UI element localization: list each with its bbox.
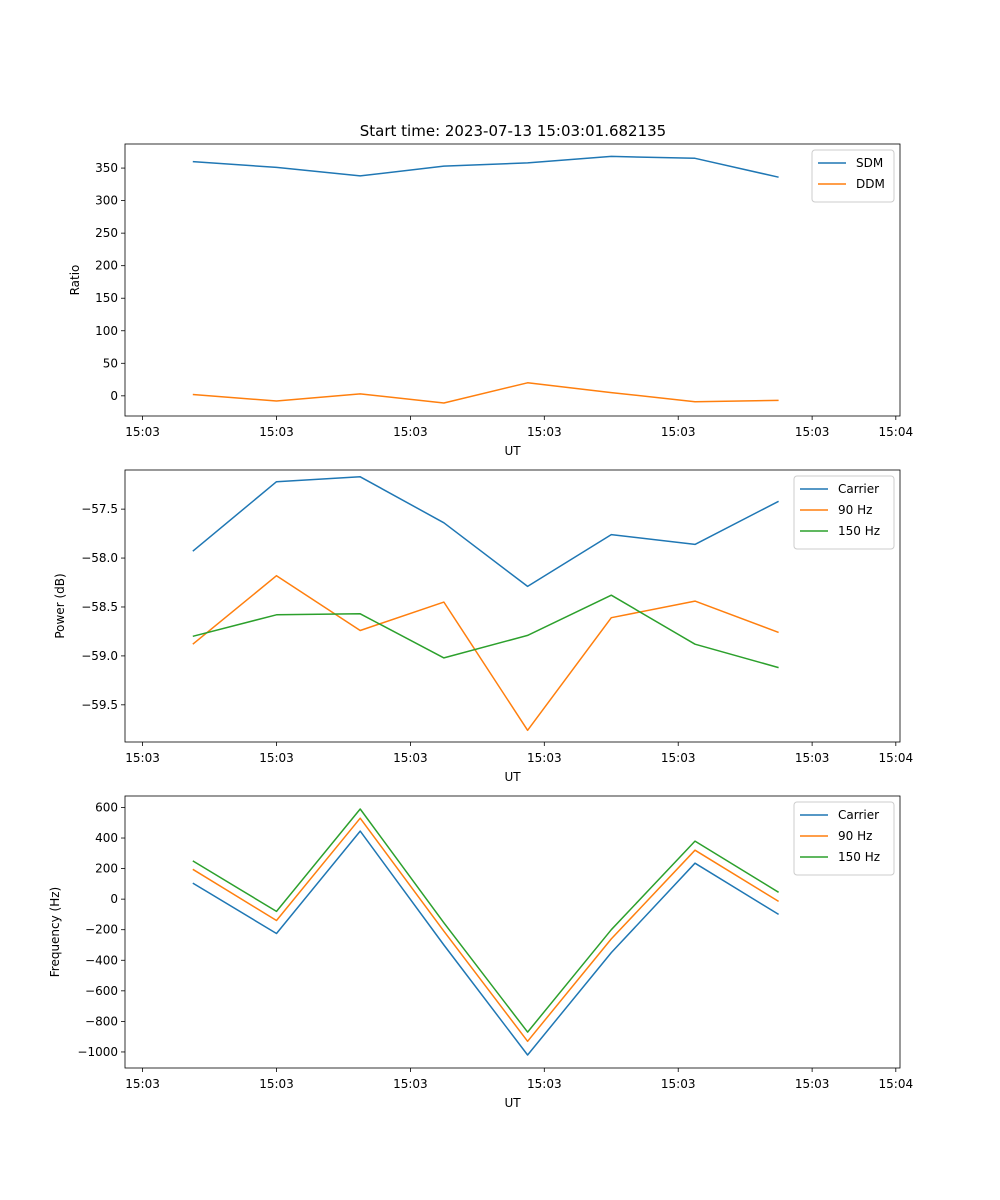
y-tick-label: 150 [95,291,118,305]
y-tick-label: −58.5 [81,600,118,614]
y-tick-label: −59.0 [81,649,118,663]
chart-panel-3: 15:03 15:03 15:03 15:03 15:03 15:03 15:04 −1000… [48,795,914,1110]
legend-entry-label: DDM [856,177,885,191]
y-tick-label: 300 [95,194,118,208]
x-tick-label: 15:03 [661,751,696,765]
y-tick-label: 0 [110,892,118,906]
x-tick-label: 15:03 [795,1077,830,1091]
x-tick-label: 15:04 [879,1077,914,1091]
legend: Carrier 90 Hz 150 Hz [793,475,895,550]
x-tick-label: 15:03 [393,1077,428,1091]
axes-frame [124,795,901,1069]
y-tick-label: 50 [103,356,118,370]
series-line-carrier [192,476,779,588]
x-tick-label: 15:03 [795,425,830,439]
series-line-sdm [192,155,779,178]
x-tick-label: 15:04 [879,425,914,439]
x-tick-label: 15:03 [527,751,562,765]
x-tick-label: 15:03 [125,751,160,765]
series-line-ddm [192,382,779,404]
x-axis-label: UT [504,1096,521,1110]
legend-entry-label: 150 Hz [838,524,880,538]
y-tick-label: −800 [85,1014,118,1028]
legend-entry-label: 150 Hz [838,850,880,864]
legend: SDM DDM [811,149,895,203]
legend-entry-label: Carrier [838,808,879,822]
chart-panel-1: 15:03 15:03 15:03 15:03 15:03 15:03 15:04 0 50 10… [68,143,914,458]
x-axis-label: UT [504,444,521,458]
y-tick-label: 250 [95,226,118,240]
series-line-90-hz [192,574,779,732]
axes-frame [124,143,901,417]
x-tick-label: 15:03 [259,1077,294,1091]
y-tick-label: 200 [95,862,118,876]
x-tick-label: 15:03 [527,1077,562,1091]
y-tick-label: −400 [85,953,118,967]
x-tick-label: 15:03 [125,425,160,439]
y-axis-label: Ratio [68,265,82,296]
series-line-90-hz [192,817,779,1043]
y-tick-label: 200 [95,259,118,273]
y-tick-label: 350 [95,161,118,175]
y-tick-label: 100 [95,324,118,338]
legend-entry-label: 90 Hz [838,503,872,517]
legend-entry-label: Carrier [838,482,879,496]
y-tick-label: −57.5 [81,502,118,516]
series-line-carrier [192,830,779,1056]
y-tick-label: −200 [85,923,118,937]
y-axis-label: Frequency (Hz) [48,887,62,978]
y-tick-label: −600 [85,984,118,998]
y-tick-label: −58.0 [81,551,118,565]
x-tick-label: 15:03 [795,751,830,765]
x-tick-label: 15:03 [259,425,294,439]
y-tick-label: 0 [110,389,118,403]
figure-title: Start time: 2023-07-13 15:03:01.682135 [360,122,666,140]
y-tick-label: −1000 [77,1045,118,1059]
legend-entry-label: SDM [856,156,883,170]
series-line-150-hz [192,808,779,1033]
x-tick-label: 15:03 [259,751,294,765]
x-tick-label: 15:03 [125,1077,160,1091]
y-tick-label: −59.5 [81,698,118,712]
x-axis-label: UT [504,770,521,784]
y-tick-label: 400 [95,831,118,845]
x-tick-label: 15:03 [527,425,562,439]
x-tick-label: 15:04 [879,751,914,765]
x-tick-label: 15:03 [393,751,428,765]
chart-panel-2: 15:03 15:03 15:03 15:03 15:03 15:03 15:04 −59.5… [53,469,914,784]
series-line-150-hz [192,594,779,669]
y-axis-label: Power (dB) [53,573,67,638]
legend: Carrier 90 Hz 150 Hz [793,801,895,876]
legend-entry-label: 90 Hz [838,829,872,843]
y-tick-label: 600 [95,800,118,814]
x-tick-label: 15:03 [393,425,428,439]
x-tick-label: 15:03 [661,1077,696,1091]
x-tick-label: 15:03 [661,425,696,439]
axes-frame [124,469,901,743]
